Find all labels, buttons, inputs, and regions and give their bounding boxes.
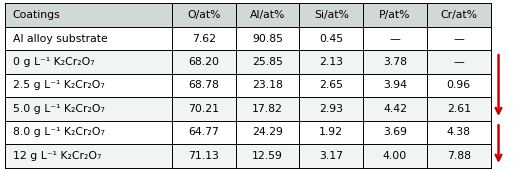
Text: 3.94: 3.94: [383, 81, 407, 90]
Text: 3.69: 3.69: [383, 127, 407, 137]
Text: 17.82: 17.82: [252, 104, 283, 114]
Text: Al/at%: Al/at%: [250, 10, 285, 20]
Text: 3.78: 3.78: [383, 57, 407, 67]
Bar: [5, 121, 491, 144]
Text: 3.17: 3.17: [319, 151, 343, 161]
Text: 1.92: 1.92: [319, 127, 343, 137]
Text: 7.88: 7.88: [447, 151, 471, 161]
Bar: [5, 3, 491, 27]
Text: 2.93: 2.93: [319, 104, 343, 114]
Text: 5.0 g L⁻¹ K₂Cr₂O₇: 5.0 g L⁻¹ K₂Cr₂O₇: [13, 104, 104, 114]
Text: Coatings: Coatings: [13, 10, 60, 20]
Text: 4.00: 4.00: [383, 151, 407, 161]
Text: 2.65: 2.65: [319, 81, 343, 90]
Text: 4.38: 4.38: [447, 127, 471, 137]
Text: 23.18: 23.18: [252, 81, 283, 90]
Bar: [5, 27, 491, 50]
Text: —: —: [453, 34, 464, 44]
Text: 68.20: 68.20: [188, 57, 219, 67]
Bar: [5, 97, 491, 121]
Text: —: —: [453, 57, 464, 67]
Text: 90.85: 90.85: [252, 34, 283, 44]
Bar: [5, 50, 491, 74]
Text: Al alloy substrate: Al alloy substrate: [13, 34, 107, 44]
Text: Cr/at%: Cr/at%: [440, 10, 477, 20]
Text: 2.5 g L⁻¹ K₂Cr₂O₇: 2.5 g L⁻¹ K₂Cr₂O₇: [13, 81, 104, 90]
Text: 71.13: 71.13: [188, 151, 219, 161]
Text: 0.96: 0.96: [447, 81, 471, 90]
Text: Si/at%: Si/at%: [314, 10, 349, 20]
Text: 24.29: 24.29: [252, 127, 283, 137]
Text: 0.45: 0.45: [319, 34, 343, 44]
Text: 70.21: 70.21: [188, 104, 219, 114]
Text: 7.62: 7.62: [192, 34, 216, 44]
Bar: [5, 144, 491, 168]
Text: 0 g L⁻¹ K₂Cr₂O₇: 0 g L⁻¹ K₂Cr₂O₇: [13, 57, 94, 67]
Text: 2.61: 2.61: [447, 104, 471, 114]
Text: 2.13: 2.13: [319, 57, 343, 67]
Bar: [5, 74, 491, 97]
Text: 68.78: 68.78: [188, 81, 219, 90]
Text: 4.42: 4.42: [383, 104, 407, 114]
Text: P/at%: P/at%: [379, 10, 411, 20]
Text: 8.0 g L⁻¹ K₂Cr₂O₇: 8.0 g L⁻¹ K₂Cr₂O₇: [13, 127, 104, 137]
Text: O/at%: O/at%: [187, 10, 220, 20]
Text: 12 g L⁻¹ K₂Cr₂O₇: 12 g L⁻¹ K₂Cr₂O₇: [13, 151, 101, 161]
Text: —: —: [389, 34, 400, 44]
Text: 64.77: 64.77: [188, 127, 219, 137]
Text: 25.85: 25.85: [252, 57, 283, 67]
Text: 12.59: 12.59: [252, 151, 283, 161]
